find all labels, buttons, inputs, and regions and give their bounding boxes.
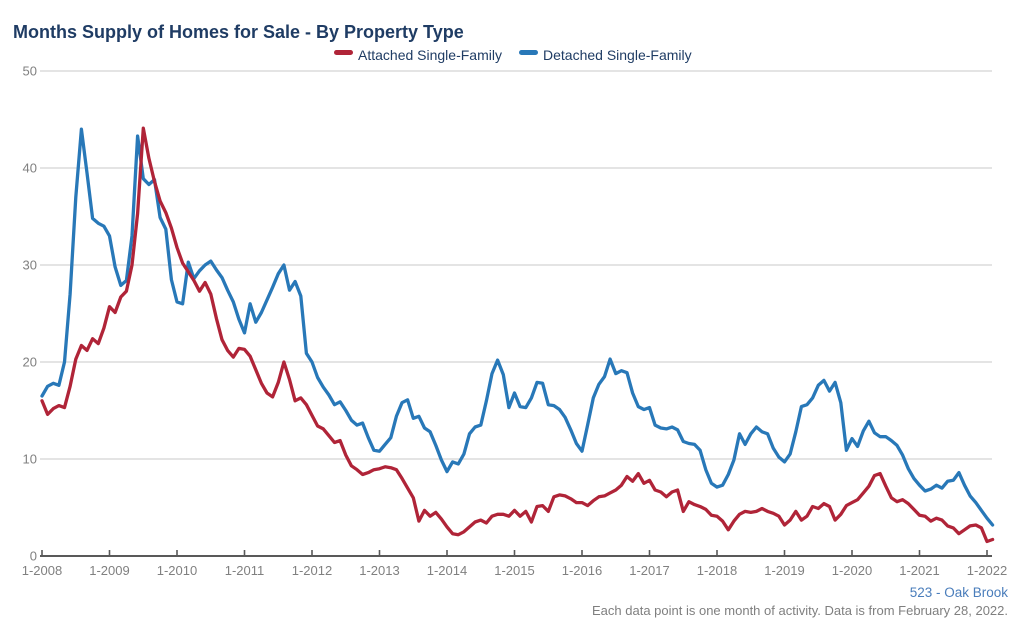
series-line-detached-single-family bbox=[40, 127, 995, 527]
x-tick-label-1-2016: 1-2016 bbox=[562, 563, 602, 578]
x-axis: 1-2008 1-2009 1-2010 1-2011 1-2012 1-2013 1-20… bbox=[22, 550, 1007, 578]
gridlines bbox=[40, 70, 992, 460]
y-tick-label-50: 50 bbox=[23, 64, 37, 79]
legend-swatch-detached bbox=[519, 50, 538, 55]
source-label: 523 - Oak Brook bbox=[910, 585, 1009, 600]
x-tick-label-1-2020: 1-2020 bbox=[832, 563, 872, 578]
x-tick-label-1-2013: 1-2013 bbox=[359, 563, 399, 578]
x-tick-label-1-2021: 1-2021 bbox=[899, 563, 939, 578]
x-tick-label-1-2012: 1-2012 bbox=[292, 563, 332, 578]
y-tick-label-20: 20 bbox=[23, 355, 37, 370]
x-tick-label-1-2008: 1-2008 bbox=[22, 563, 62, 578]
x-tick-label-1-2009: 1-2009 bbox=[89, 563, 129, 578]
x-tick-label-1-2017: 1-2017 bbox=[629, 563, 669, 578]
y-tick-label-30: 30 bbox=[23, 258, 37, 273]
x-tick-label-1-2019: 1-2019 bbox=[764, 563, 804, 578]
y-tick-label-40: 40 bbox=[23, 161, 37, 176]
y-tick-label-0: 0 bbox=[30, 549, 37, 564]
chart-title: Months Supply of Homes for Sale - By Pro… bbox=[13, 22, 464, 42]
x-tick-label-1-2014: 1-2014 bbox=[427, 563, 467, 578]
y-axis-labels: 0 10 20 30 40 50 bbox=[23, 64, 37, 564]
x-tick-label-1-2011: 1-2011 bbox=[225, 563, 265, 578]
series-lines bbox=[40, 126, 995, 544]
x-tick-label-1-2010: 1-2010 bbox=[157, 563, 197, 578]
legend-swatch-attached bbox=[334, 50, 353, 55]
x-tick-label-1-2015: 1-2015 bbox=[494, 563, 534, 578]
legend-label-detached: Detached Single-Family bbox=[543, 47, 692, 63]
series-line-attached-single-family bbox=[40, 126, 995, 544]
x-tick-label-1-2018: 1-2018 bbox=[697, 563, 737, 578]
legend-label-attached: Attached Single-Family bbox=[358, 47, 502, 63]
x-tick-label-1-2022: 1-2022 bbox=[967, 563, 1007, 578]
footnote: Each data point is one month of activity… bbox=[592, 603, 1008, 618]
legend: Attached Single-Family Detached Single-F… bbox=[334, 47, 692, 63]
y-tick-label-10: 10 bbox=[23, 452, 37, 467]
